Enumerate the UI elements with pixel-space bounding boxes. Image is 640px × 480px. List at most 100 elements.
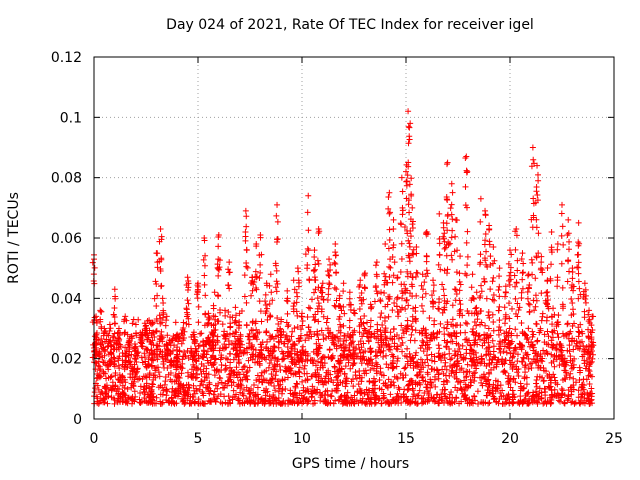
scatter-point bbox=[520, 355, 527, 362]
scatter-point bbox=[568, 296, 575, 303]
scatter-point bbox=[379, 321, 386, 328]
scatter-point bbox=[350, 355, 357, 362]
scatter-point bbox=[443, 220, 450, 227]
scatter-point bbox=[248, 398, 255, 405]
scatter-point bbox=[143, 380, 150, 387]
scatter-point bbox=[467, 342, 474, 349]
scatter-point bbox=[249, 319, 256, 326]
scatter-point bbox=[523, 381, 530, 388]
scatter-point bbox=[157, 391, 164, 398]
scatter-point bbox=[564, 278, 571, 285]
scatter-point bbox=[509, 399, 516, 406]
scatter-point bbox=[547, 397, 554, 404]
scatter-point bbox=[590, 342, 597, 349]
scatter-point bbox=[448, 332, 455, 339]
scatter-point bbox=[210, 329, 217, 336]
scatter-point bbox=[154, 356, 161, 363]
scatter-point bbox=[446, 391, 453, 398]
scatter-point bbox=[348, 394, 355, 401]
scatter-point bbox=[442, 359, 449, 366]
scatter-point bbox=[387, 329, 394, 336]
scatter-point bbox=[416, 387, 423, 394]
scatter-point bbox=[257, 341, 264, 348]
scatter-point bbox=[497, 390, 504, 397]
scatter-point bbox=[390, 242, 397, 249]
scatter-point bbox=[241, 349, 248, 356]
scatter-point bbox=[551, 392, 558, 399]
y-tick-label: 0.06 bbox=[51, 231, 82, 247]
scatter-point bbox=[401, 365, 408, 372]
scatter-point bbox=[570, 364, 577, 371]
scatter-point bbox=[305, 324, 312, 331]
scatter-point bbox=[273, 288, 280, 295]
scatter-point bbox=[149, 381, 156, 388]
scatter-point bbox=[409, 283, 416, 290]
scatter-point bbox=[390, 244, 397, 251]
scatter-point bbox=[490, 291, 497, 298]
scatter-point bbox=[154, 351, 161, 358]
scatter-point bbox=[243, 223, 250, 230]
scatter-peak-point bbox=[159, 295, 166, 302]
scatter-point bbox=[464, 228, 471, 235]
scatter-point bbox=[340, 347, 347, 354]
scatter-point bbox=[195, 303, 202, 310]
scatter-point bbox=[101, 352, 108, 359]
scatter-point bbox=[502, 337, 509, 344]
scatter-point bbox=[313, 374, 320, 381]
scatter-point bbox=[447, 205, 454, 212]
scatter-point bbox=[351, 392, 358, 399]
scatter-point bbox=[291, 346, 298, 353]
scatter-peak-point bbox=[507, 247, 513, 254]
scatter-point bbox=[422, 273, 429, 280]
scatter-point bbox=[210, 305, 217, 312]
scatter-peak-point bbox=[111, 286, 118, 293]
scatter-point bbox=[413, 349, 420, 356]
scatter-point bbox=[407, 270, 414, 277]
scatter-point bbox=[299, 378, 306, 385]
scatter-point bbox=[478, 379, 485, 386]
scatter-point bbox=[568, 284, 575, 291]
scatter-point bbox=[132, 321, 139, 328]
scatter-point bbox=[495, 378, 502, 385]
scatter-point bbox=[212, 355, 219, 362]
scatter-point bbox=[538, 389, 545, 396]
scatter-point bbox=[105, 386, 112, 393]
scatter-peak-point bbox=[201, 235, 208, 241]
scatter-point bbox=[548, 374, 555, 381]
scatter-point bbox=[476, 332, 483, 339]
scatter-point bbox=[175, 387, 182, 394]
scatter-point bbox=[464, 308, 471, 315]
scatter-point bbox=[359, 395, 366, 402]
scatter-point bbox=[266, 313, 273, 320]
scatter-peak-point bbox=[519, 250, 526, 257]
scatter-point bbox=[274, 315, 281, 322]
scatter-point bbox=[408, 192, 415, 199]
scatter-point bbox=[524, 351, 531, 358]
scatter-point bbox=[514, 358, 521, 365]
scatter-point bbox=[505, 300, 512, 307]
scatter-point bbox=[585, 342, 592, 349]
scatter-point bbox=[381, 394, 388, 401]
scatter-point bbox=[329, 335, 336, 342]
scatter-point bbox=[236, 322, 243, 329]
scatter-peak-point bbox=[315, 225, 322, 232]
scatter-peak-point bbox=[236, 310, 243, 317]
scatter-point bbox=[578, 338, 585, 345]
scatter-point bbox=[576, 285, 583, 292]
scatter-point bbox=[410, 251, 417, 258]
scatter-point bbox=[412, 304, 419, 311]
scatter-point bbox=[558, 342, 565, 349]
scatter-point bbox=[292, 370, 299, 377]
scatter-peak-point bbox=[482, 207, 489, 214]
scatter-point bbox=[588, 385, 595, 392]
scatter-point bbox=[576, 377, 583, 384]
scatter-point bbox=[535, 230, 542, 237]
scatter-point bbox=[513, 279, 520, 286]
scatter-point bbox=[200, 354, 207, 361]
scatter-point bbox=[548, 386, 555, 393]
scatter-point bbox=[555, 334, 562, 341]
scatter-point bbox=[227, 320, 234, 327]
scatter-point bbox=[230, 387, 237, 394]
scatter-point bbox=[327, 261, 334, 268]
scatter-point bbox=[284, 310, 291, 317]
